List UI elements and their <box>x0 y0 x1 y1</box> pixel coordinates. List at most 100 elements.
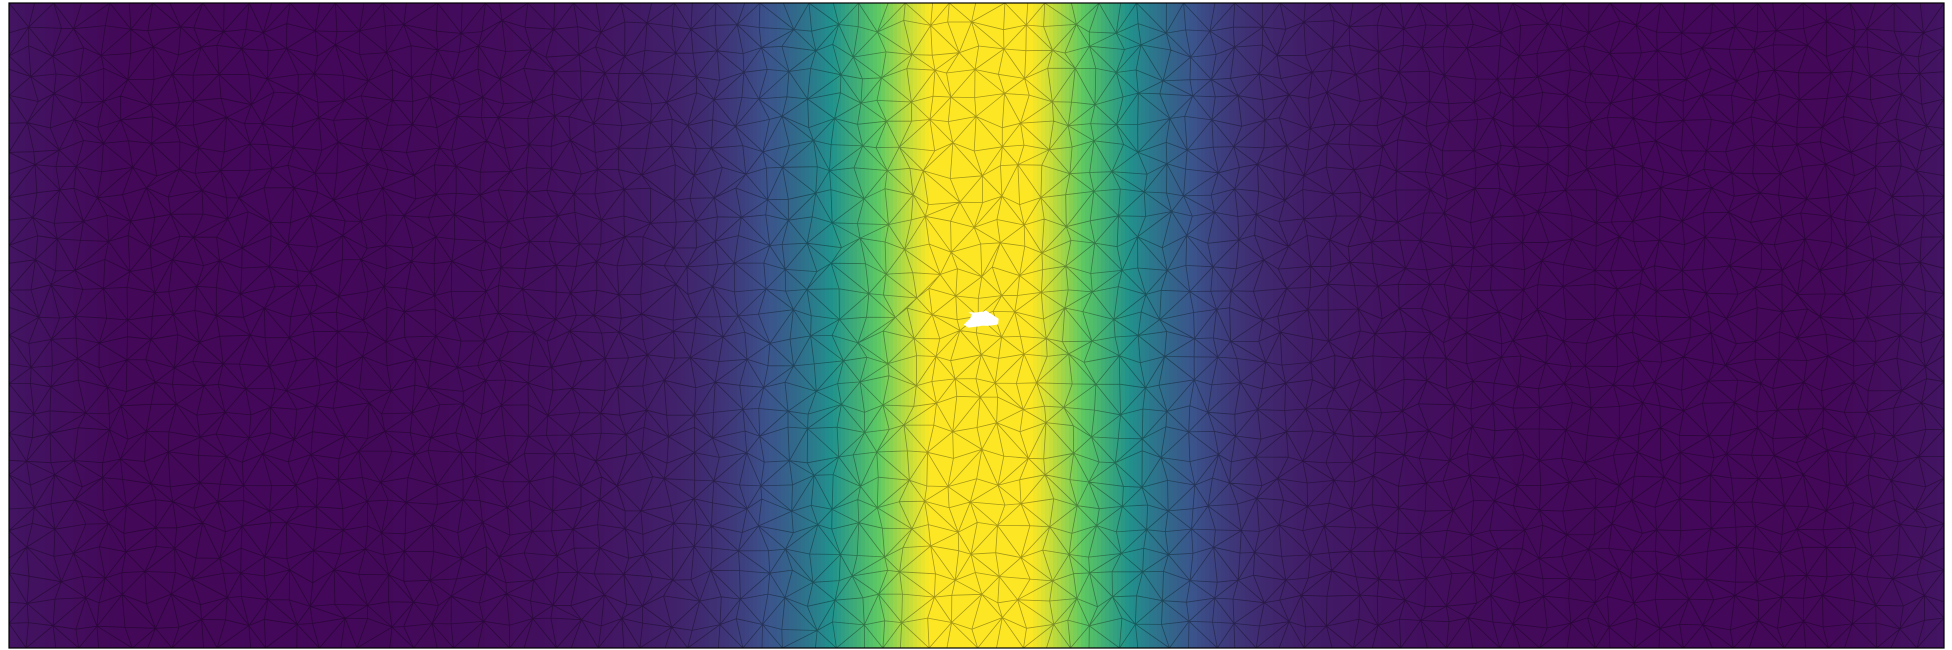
field-strip <box>1797 3 1802 648</box>
field-strip <box>309 3 314 648</box>
field-strip <box>1685 3 1690 648</box>
field-strip <box>941 3 946 648</box>
field-strip <box>237 3 242 648</box>
field-strip <box>181 3 186 648</box>
field-strip <box>605 3 610 648</box>
field-strip <box>1825 3 1830 648</box>
field-strip <box>1137 3 1142 648</box>
field-strip <box>385 3 390 648</box>
field-strip <box>1169 3 1174 648</box>
field-strip <box>777 3 782 648</box>
field-strip <box>1225 3 1230 648</box>
field-strip <box>1669 3 1674 648</box>
field-strip <box>1353 3 1358 648</box>
field-strip <box>1025 3 1030 648</box>
field-strip <box>681 3 686 648</box>
field-strip <box>1129 3 1134 648</box>
field-strip <box>865 3 870 648</box>
field-strip <box>1009 3 1014 648</box>
field-strip <box>1901 3 1906 648</box>
field-strip <box>85 3 90 648</box>
field-strip <box>925 3 930 648</box>
field-strip <box>509 3 514 648</box>
field-strip <box>245 3 250 648</box>
field-strip <box>269 3 274 648</box>
field-strip <box>1845 3 1850 648</box>
field-strip <box>557 3 562 648</box>
field-strip <box>1293 3 1298 648</box>
field-strip <box>1717 3 1722 648</box>
field-strip <box>1709 3 1714 648</box>
field-strip <box>657 3 662 648</box>
field-strip <box>1121 3 1126 648</box>
field-strip <box>61 3 66 648</box>
field-strip <box>649 3 654 648</box>
field-strip <box>1925 3 1930 648</box>
field-strip <box>1833 3 1838 648</box>
field-strip <box>641 3 646 648</box>
field-strip <box>1821 3 1826 648</box>
field-strip <box>1285 3 1290 648</box>
field-strip <box>1173 3 1178 648</box>
field-strip <box>545 3 550 648</box>
field-strip <box>1477 3 1482 648</box>
field-strip <box>1549 3 1554 648</box>
field-strip <box>525 3 530 648</box>
field-strip <box>1749 3 1754 648</box>
field-strip <box>789 3 794 648</box>
field-strip <box>585 3 590 648</box>
field-strip <box>957 3 962 648</box>
triangle-mesh-edges <box>9 3 1944 648</box>
field-strip <box>537 3 542 648</box>
field-strip <box>1693 3 1698 648</box>
field-strip <box>1933 3 1938 648</box>
field-strip <box>1741 3 1746 648</box>
field-strip <box>1193 3 1198 648</box>
field-strip <box>1429 3 1434 648</box>
field-strip <box>921 3 926 648</box>
field-strip <box>1253 3 1258 648</box>
field-strip <box>1789 3 1794 648</box>
field-strip <box>1049 3 1054 648</box>
field-strip <box>201 3 206 648</box>
field-strip <box>781 3 786 648</box>
field-strip <box>333 3 338 648</box>
field-strip <box>1529 3 1534 648</box>
field-strip <box>469 3 474 648</box>
field-strip <box>1409 3 1414 648</box>
field-strip <box>1617 3 1622 648</box>
field-strip <box>1489 3 1494 648</box>
field-strip <box>885 3 890 648</box>
field-strip <box>1245 3 1250 648</box>
field-strip <box>377 3 382 648</box>
field-strip <box>1917 3 1922 648</box>
field-strip <box>29 3 34 648</box>
field-strip <box>1037 3 1042 648</box>
field-strip <box>473 3 478 648</box>
field-strip <box>1033 3 1038 648</box>
field-strip <box>1189 3 1194 648</box>
field-strip <box>625 3 630 648</box>
field-strip <box>813 3 818 648</box>
field-strip <box>1465 3 1470 648</box>
field-strip <box>329 3 334 648</box>
field-strip <box>1013 3 1018 648</box>
field-strip <box>797 3 802 648</box>
field-strip <box>1069 3 1074 648</box>
field-strip <box>517 3 522 648</box>
field-strip <box>1425 3 1430 648</box>
field-strip <box>573 3 578 648</box>
field-strip <box>1377 3 1382 648</box>
field-strip <box>1829 3 1834 648</box>
field-strip <box>1745 3 1750 648</box>
field-strip <box>561 3 566 648</box>
field-strip <box>1805 3 1810 648</box>
field-strip <box>489 3 494 648</box>
field-strip <box>1817 3 1822 648</box>
field-strip <box>1309 3 1314 648</box>
field-strip <box>417 3 422 648</box>
field-strip <box>1885 3 1890 648</box>
field-strip <box>833 3 838 648</box>
field-strip <box>929 3 934 648</box>
field-strip <box>905 3 910 648</box>
